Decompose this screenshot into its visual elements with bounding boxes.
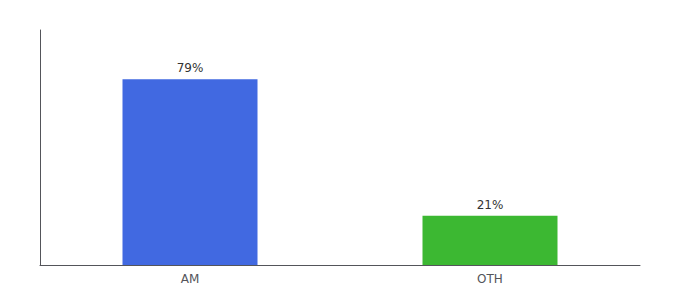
svg-text:21%: 21%: [477, 198, 504, 212]
svg-text:79%: 79%: [177, 61, 204, 75]
svg-text:AM: AM: [181, 272, 200, 286]
svg-text:OTH: OTH: [477, 272, 503, 286]
